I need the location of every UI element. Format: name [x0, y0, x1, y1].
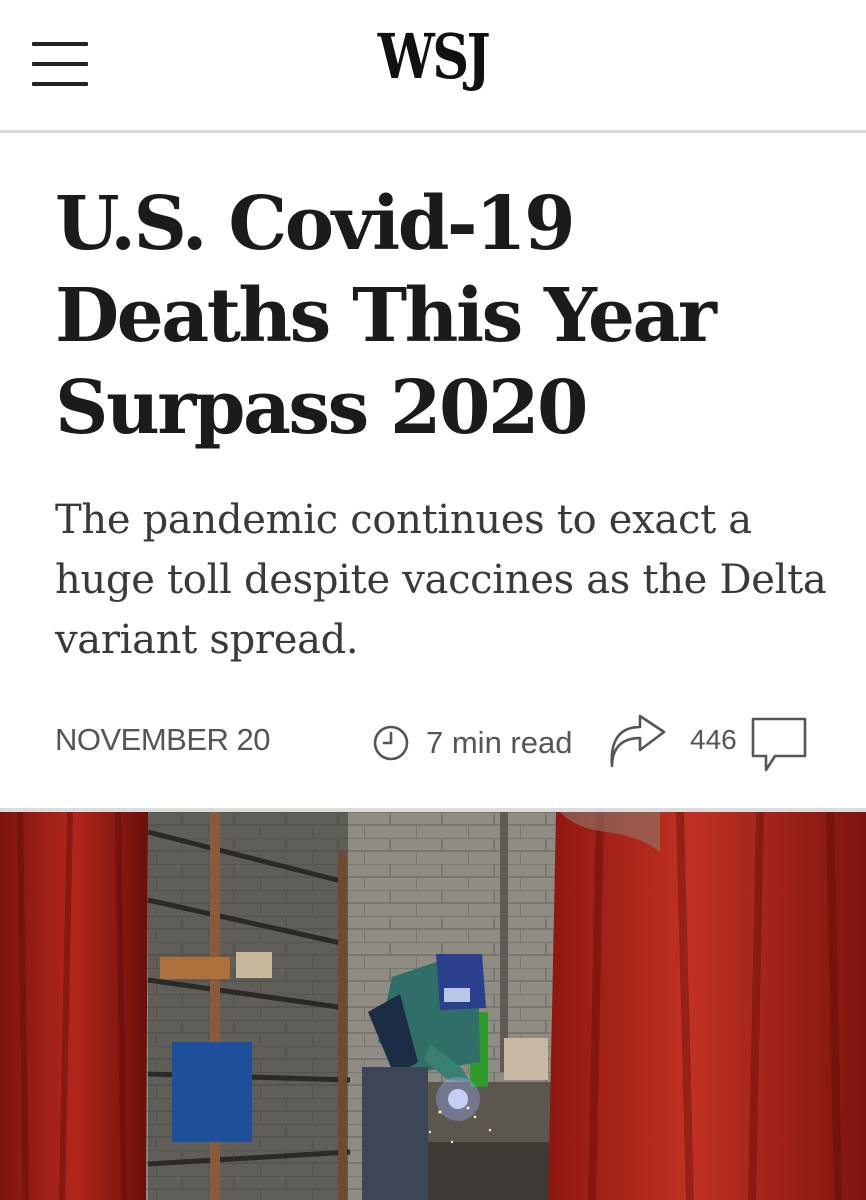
article-summary: The pandemic continues to exact a huge t…	[55, 497, 827, 663]
menu-line	[32, 42, 88, 46]
share-button[interactable]	[606, 714, 668, 770]
red-welding-curtains	[0, 812, 866, 1200]
comment-bubble-icon	[751, 717, 807, 772]
welder-figure	[362, 954, 486, 1200]
read-time: 7 min read	[372, 720, 572, 766]
hamburger-menu-icon[interactable]	[32, 42, 88, 88]
read-time-label: 7 min read	[426, 725, 573, 760]
comment-count[interactable]: 446	[690, 724, 737, 755]
header-divider	[0, 130, 866, 133]
article-meta-row: NOVEMBER 20 7 min read 446	[0, 710, 866, 780]
article-headline: U.S. Covid-19 Deaths This Year Surpass 2…	[55, 181, 717, 451]
wsj-logo[interactable]: WSJ	[377, 20, 491, 93]
clock-icon	[373, 725, 409, 761]
lead-photo-illustration	[0, 812, 866, 1200]
share-arrow-icon	[610, 714, 666, 768]
metal-shelving	[147, 812, 351, 1200]
top-navigation-bar: WSJ	[0, 0, 866, 133]
photo-divider	[0, 808, 866, 812]
publish-date: NOVEMBER 20	[55, 722, 271, 757]
menu-line	[32, 62, 88, 66]
menu-line	[32, 82, 88, 86]
comments-button[interactable]	[750, 716, 808, 774]
lead-photo-welder[interactable]	[0, 812, 866, 1200]
